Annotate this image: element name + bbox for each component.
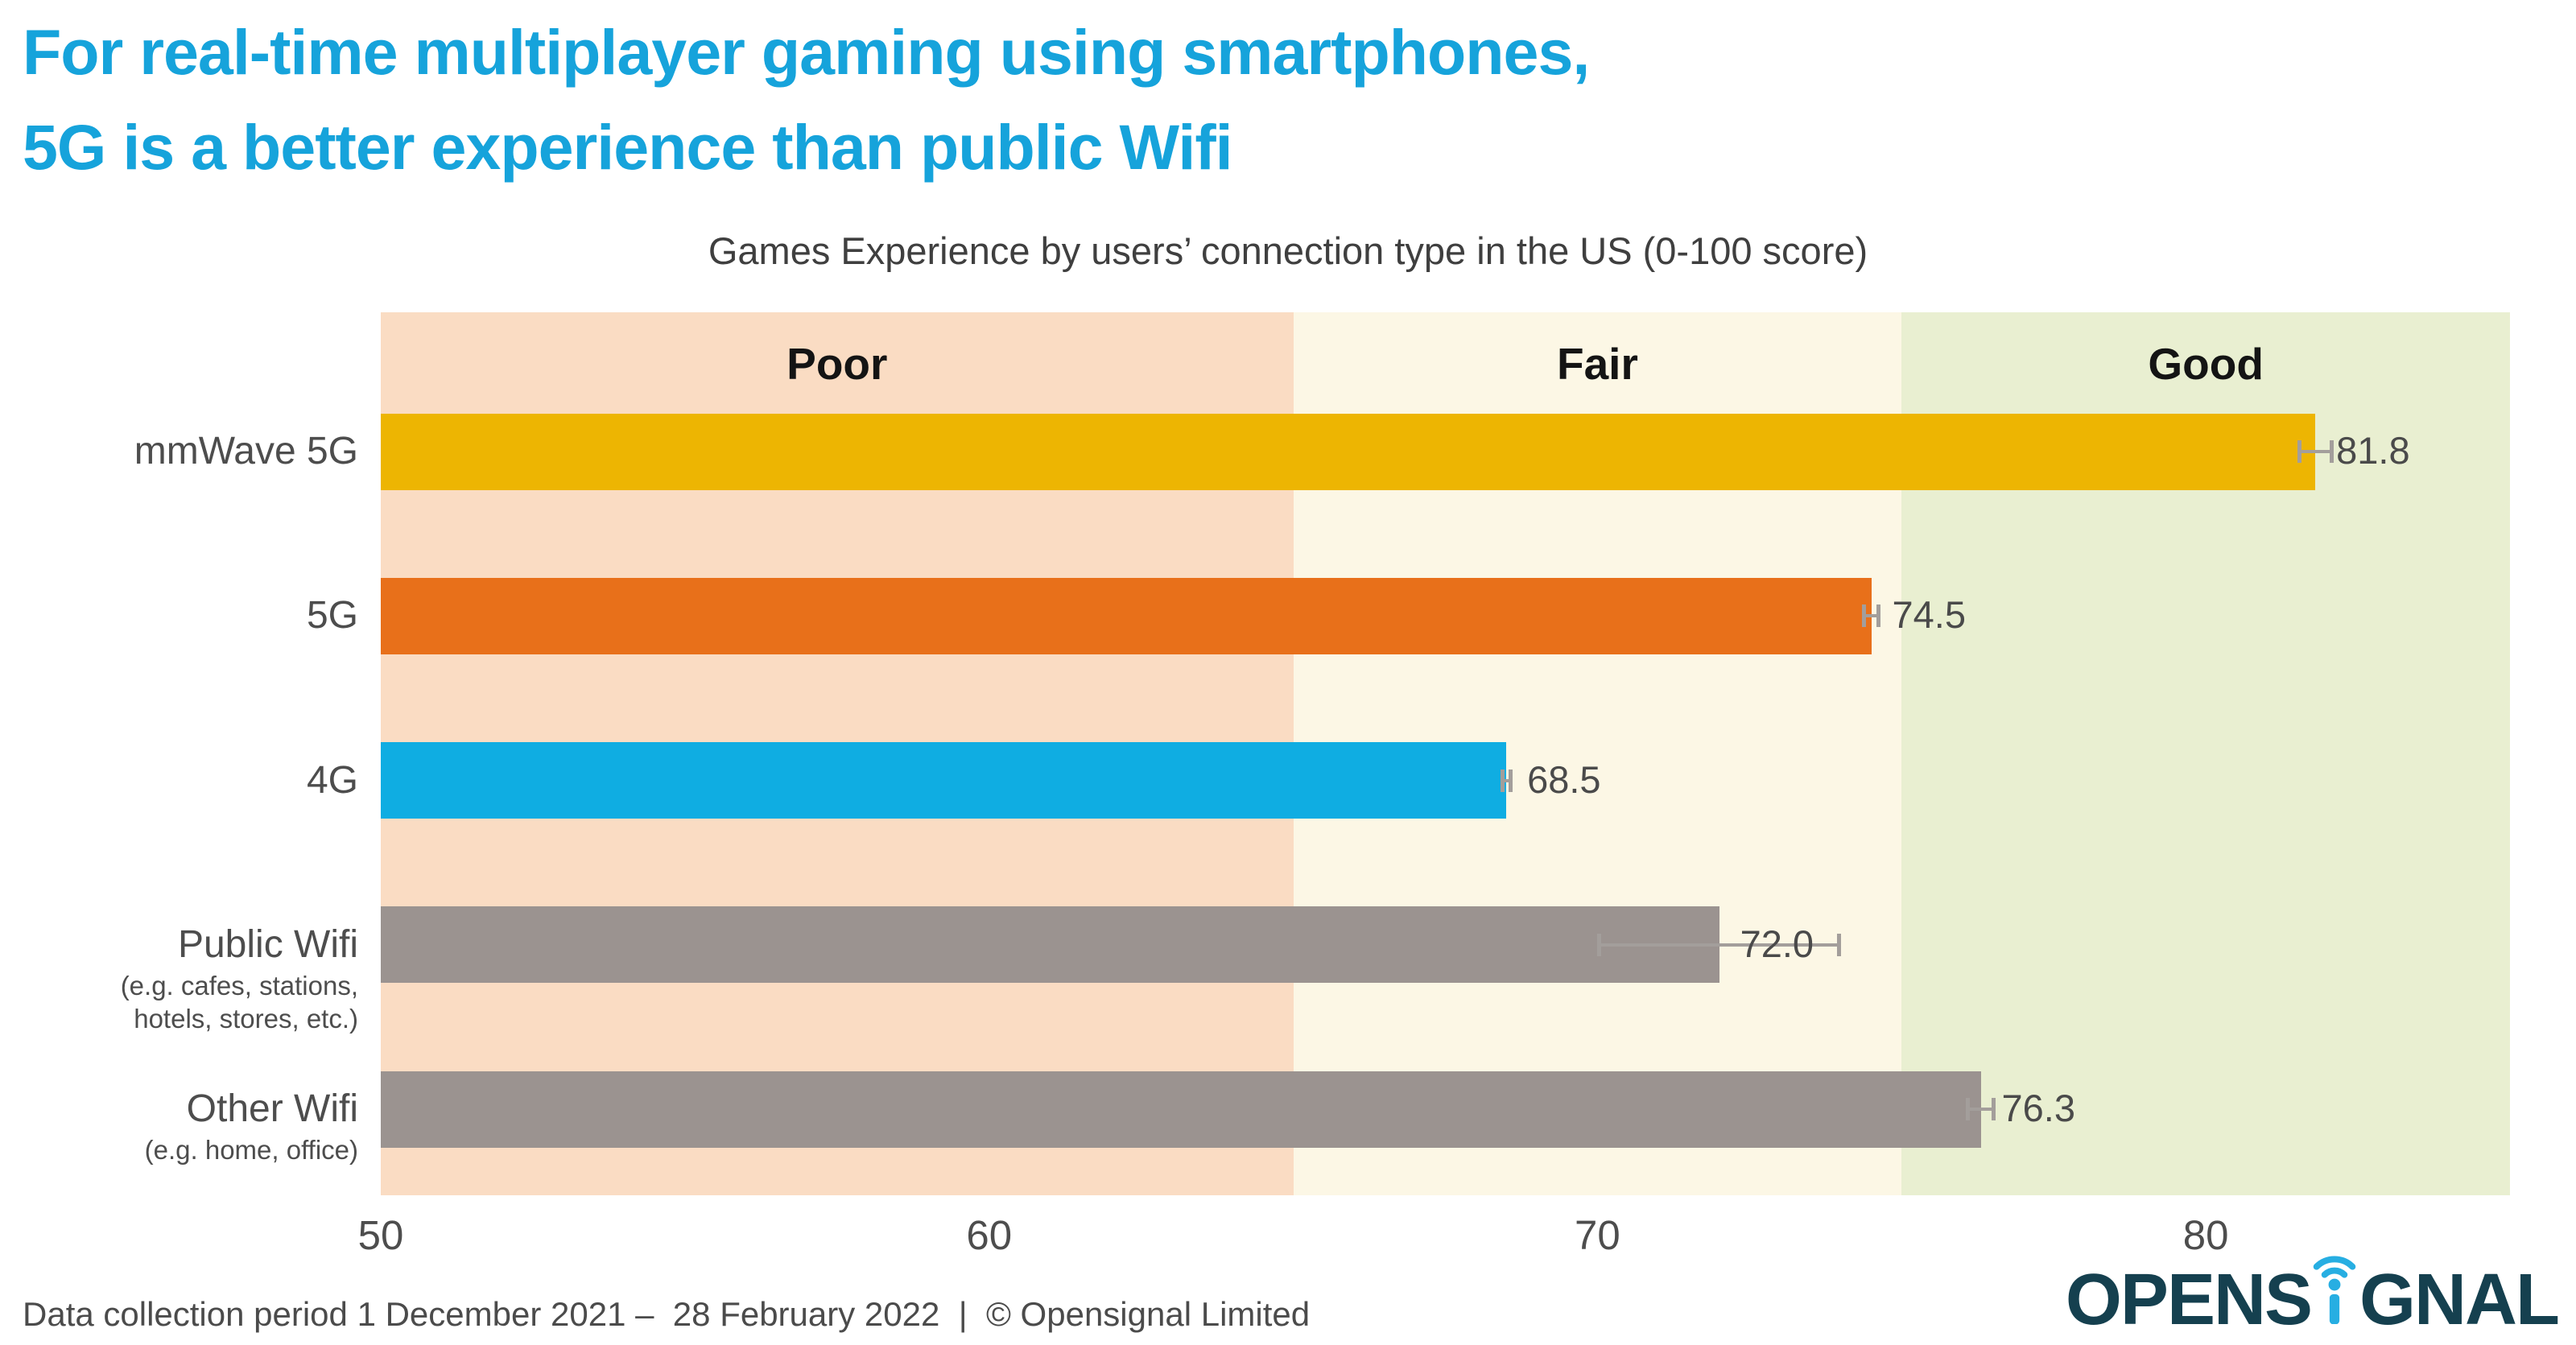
error-cap (2297, 440, 2301, 463)
page-title-line-1: For real-time multiplayer gaming using s… (23, 16, 1590, 88)
category-sublabel-text: (e.g. home, office) (144, 1135, 358, 1165)
error-cap (1876, 604, 1880, 628)
error-cap (1965, 1098, 1970, 1120)
value-label-mmwave-5g: 81.8 (2336, 429, 2410, 472)
x-tick-60: 60 (966, 1212, 1013, 1258)
bar-4g (381, 742, 1507, 819)
error-cap (1500, 769, 1505, 792)
category-label-text: Public Wifi (177, 922, 358, 966)
logo-text-after: GNAL (2359, 1260, 2560, 1340)
category-label-text: mmWave 5G (134, 430, 358, 472)
error-line (1597, 943, 1841, 947)
x-tick-80: 80 (2182, 1212, 2229, 1258)
x-tick-50: 50 (357, 1212, 404, 1258)
category-axis: mmWave 5G 5G 4G Public Wifi (e.g. cafes, sta… (0, 312, 361, 1195)
category-label-5g: 5G (307, 592, 358, 640)
error-bar-mmwave-5g (2297, 440, 2334, 463)
bar-public-wifi (381, 906, 1719, 984)
bar-5g (381, 577, 1872, 654)
error-line (1862, 614, 1880, 618)
category-label-text: 5G (306, 594, 358, 637)
error-line (1965, 1108, 1996, 1111)
error-cap (1862, 604, 1867, 628)
value-label-4g: 68.5 (1527, 757, 1601, 801)
zone-label-good: Good (2148, 339, 2264, 389)
error-bar-5g (1862, 604, 1880, 628)
error-bar-public-wifi (1597, 933, 1841, 956)
error-line (2297, 450, 2334, 453)
error-cap (2329, 440, 2334, 463)
opensignal-logo: OPENS GNAL (2065, 1240, 2560, 1340)
x-axis: 50 60 70 80 (358, 1211, 2510, 1268)
category-label-text: Other Wifi (186, 1087, 358, 1130)
category-label-text: 4G (306, 758, 358, 802)
page-title: For real-time multiplayer gaming using s… (23, 5, 1590, 195)
value-label-other-wifi: 76.3 (2001, 1087, 2075, 1129)
value-label-5g: 74.5 (1892, 593, 1966, 637)
page-title-line-2: 5G is a better experience than public Wi… (23, 111, 1233, 183)
error-cap (1992, 1098, 1996, 1120)
plot-area: Poor Fair Good 81.8 74.5 68.5 72.0 76.3 (381, 312, 2510, 1195)
error-bar-4g (1500, 769, 1513, 792)
category-label-public-wifi: Public Wifi (e.g. cafes, stations, hotels… (121, 921, 358, 1035)
signal-i-icon (2313, 1256, 2356, 1324)
error-cap (1597, 933, 1602, 956)
zone-label-poor: Poor (786, 339, 888, 389)
category-sublabel-text: (e.g. cafes, stations, hotels, stores, e… (120, 970, 358, 1034)
category-label-4g: 4G (307, 757, 358, 805)
error-cap (1508, 769, 1513, 792)
footer-note: Data collection period 1 December 2021 –… (23, 1295, 1311, 1333)
error-line (1500, 778, 1513, 782)
value-label-public-wifi: 72.0 (1740, 922, 1814, 965)
error-cap (1836, 933, 1841, 956)
bar-other-wifi (381, 1071, 1981, 1148)
category-label-mmwave-5g: mmWave 5G (134, 427, 358, 476)
bar-mmwave-5g (381, 413, 2316, 490)
category-label-other-wifi: Other Wifi (e.g. home, office) (145, 1085, 358, 1166)
x-tick-70: 70 (1575, 1212, 1620, 1258)
logo-text-before: OPENS (2065, 1260, 2313, 1340)
zone-label-fair: Fair (1556, 339, 1638, 389)
error-bar-other-wifi (1965, 1098, 1996, 1120)
chart-subtitle: Games Experience by users’ connection ty… (708, 229, 1868, 272)
